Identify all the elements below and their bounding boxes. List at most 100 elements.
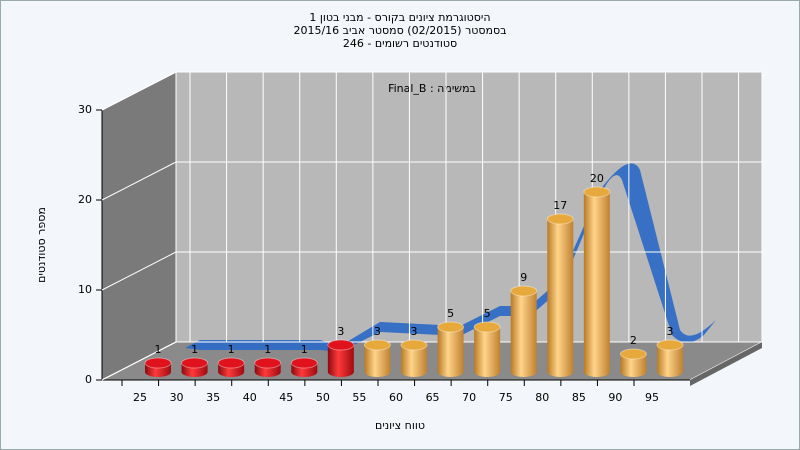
x-tick-label: 40 [243,391,257,404]
bar-body [437,327,464,372]
grid-line [101,341,177,381]
value-label: 5 [484,307,491,320]
title-line: בסמסטר (02/2015) סמסטר אביב 2015/16 [293,24,506,37]
bar [181,357,209,377]
x-tick-label: 85 [572,391,586,404]
bar-body [583,192,610,372]
bar [363,339,391,377]
bar-base [657,367,683,377]
bar [546,213,574,377]
y-tick-label: 0 [85,373,92,386]
bar-top [181,357,209,369]
left-wall [101,71,177,381]
value-label: 1 [228,343,235,356]
bar-top [290,357,318,369]
x-tick-label: 60 [389,391,403,404]
value-label: 1 [264,343,271,356]
bar [583,186,611,377]
bar [656,339,684,377]
value-label: 3 [411,325,418,338]
value-label: 3 [374,325,381,338]
x-tick-label: 35 [206,391,220,404]
x-axis-label: טווח ציונים [375,419,425,432]
grid-line [101,251,177,291]
bar-top [363,339,391,351]
bar-top [254,357,282,369]
bar-body [474,327,501,372]
x-tick-label: 80 [535,391,549,404]
back-wall [175,71,763,343]
bar-top [546,213,574,225]
value-label: 1 [191,343,198,356]
bar-base [437,367,464,377]
bar-top [144,357,172,369]
value-label: 17 [553,199,567,212]
x-tick-label: 25 [133,391,147,404]
grid-line [101,161,177,201]
bar-body [547,219,574,372]
title-line: היסטוגרמת ציונים בקורס - מבני בטון 1 [309,11,490,24]
value-label: 1 [155,343,162,356]
value-label: 2 [630,334,637,347]
x-tick-label: 65 [426,391,440,404]
title-line: סטודנטים רשומים - 246 [343,37,457,50]
bar-base [547,367,574,377]
bar [144,357,172,377]
grid-line [101,71,177,111]
bar [290,357,318,377]
value-label: 9 [520,271,527,284]
y-tick-label: 10 [78,283,92,296]
bar-base [327,367,354,377]
bar-base [364,367,391,377]
y-tick-label: 20 [78,193,92,206]
bar-top [583,186,611,198]
bar-body [620,354,647,372]
bar [619,348,647,377]
bar-body [510,291,537,372]
bar-base [254,367,281,377]
x-tick-label: 45 [279,391,293,404]
bar-base [218,367,245,377]
bar [510,285,538,377]
bar-base [401,367,427,377]
bar-top [473,321,501,333]
bar-base [291,367,318,377]
annotation: במשימה : Final_B [388,82,476,95]
value-label: 5 [447,307,454,320]
x-tick-label: 50 [316,391,330,404]
bar-base [181,367,208,377]
bar [217,357,245,377]
y-tick-label: 30 [78,103,92,116]
bar-top [327,339,355,351]
x-tick-label: 75 [499,391,513,404]
x-tick-label: 95 [645,391,659,404]
floor-edge [690,342,762,386]
bar-base [583,367,610,377]
bar [254,357,282,377]
bar-base [510,367,537,377]
bar [400,339,428,377]
x-tick-label: 70 [462,391,476,404]
bar-top [400,339,428,351]
bar-base [620,367,647,377]
value-label: 20 [590,172,604,185]
y-axis-label: מספר סטודנטים [35,207,48,283]
x-tick-label: 90 [608,391,622,404]
bar [473,321,501,377]
bar [327,339,355,377]
bar-base [145,367,171,377]
x-tick-label: 55 [352,391,366,404]
bar-top [510,285,538,297]
bar-top [437,321,465,333]
bar-base [474,367,501,377]
value-label: 1 [301,343,308,356]
bar-top [619,348,647,360]
value-label: 3 [667,325,674,338]
bar [437,321,465,377]
bar-top [656,339,684,351]
bar-top [217,357,245,369]
value-label: 3 [337,325,344,338]
x-tick-label: 30 [170,391,184,404]
